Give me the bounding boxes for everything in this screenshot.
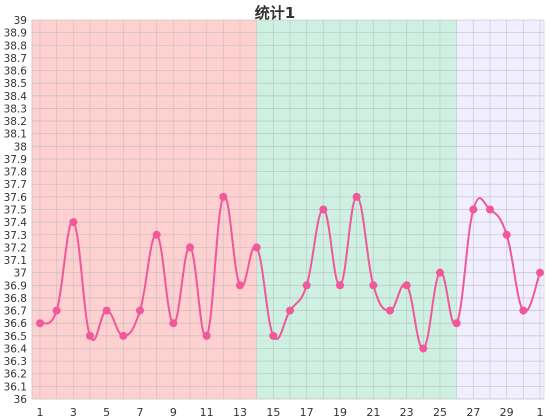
y-tick-label: 37.2 (4, 242, 27, 254)
x-tick-label: 5 (103, 406, 110, 419)
x-tick-label: 23 (400, 406, 414, 419)
chart-title: 统计1 (255, 4, 295, 22)
data-point (352, 192, 361, 201)
data-point (219, 192, 228, 201)
y-tick-label: 37.1 (4, 255, 27, 267)
y-tick-label: 36.7 (4, 306, 27, 318)
y-tick-label: 38.1 (4, 129, 27, 141)
x-tick-label: 27 (466, 406, 480, 419)
x-tick-label: 15 (266, 406, 280, 419)
y-tick-label: 36.9 (4, 280, 27, 292)
data-point (436, 268, 444, 277)
data-point (336, 281, 344, 290)
x-tick-label: 3 (70, 406, 77, 419)
y-tick-label: 38.2 (4, 116, 27, 128)
y-tick-label: 36.8 (4, 293, 27, 305)
data-point (402, 281, 411, 290)
x-tick-label: 29 (500, 406, 514, 419)
data-point (69, 218, 78, 227)
data-point (36, 319, 44, 328)
data-point (202, 331, 211, 340)
y-tick-label: 37.7 (4, 179, 27, 191)
data-point (286, 306, 294, 315)
y-tick-label: 36.5 (4, 331, 27, 343)
data-point (536, 268, 544, 277)
y-tick-label: 37.5 (4, 205, 27, 217)
data-point (469, 205, 478, 214)
y-tick-label: 36.3 (4, 356, 27, 368)
y-tick-label: 38.3 (4, 103, 27, 115)
y-tick-label: 38.9 (4, 28, 27, 40)
data-point (386, 306, 394, 315)
data-point (502, 230, 511, 239)
x-tick-label: 1 (537, 406, 544, 419)
data-point (102, 306, 111, 315)
data-point (302, 281, 311, 290)
y-axis: 3636.136.236.336.436.536.636.736.836.937… (4, 15, 28, 406)
y-tick-label: 38.4 (4, 91, 28, 103)
data-point (519, 306, 528, 315)
data-point (152, 230, 161, 239)
y-tick-label: 36.4 (4, 343, 28, 355)
data-point (369, 281, 378, 290)
data-point (169, 319, 178, 328)
x-tick-label: 13 (233, 406, 247, 419)
y-tick-label: 38.6 (4, 66, 28, 78)
data-point (269, 331, 278, 340)
x-tick-label: 1 (37, 406, 44, 419)
x-tick-label: 21 (366, 406, 380, 419)
y-tick-label: 38 (14, 141, 27, 153)
data-point (236, 281, 244, 290)
data-point (186, 243, 194, 252)
x-tick-label: 7 (137, 406, 144, 419)
y-tick-label: 37.8 (4, 167, 27, 179)
y-tick-label: 37.4 (4, 217, 28, 229)
x-tick-label: 19 (333, 406, 347, 419)
x-tick-label: 11 (200, 406, 214, 419)
y-tick-label: 37.9 (4, 154, 27, 166)
y-tick-label: 36 (14, 394, 28, 406)
y-tick-label: 38.5 (4, 78, 27, 90)
y-tick-label: 37 (14, 268, 27, 280)
data-point (136, 306, 144, 315)
x-tick-label: 25 (433, 406, 447, 419)
y-tick-label: 36.2 (4, 369, 27, 381)
y-tick-label: 37.3 (4, 230, 27, 242)
data-point (486, 205, 494, 214)
series-layer (36, 192, 544, 353)
x-tick-label: 17 (300, 406, 314, 419)
data-point (52, 306, 61, 315)
y-tick-label: 39 (14, 15, 27, 27)
y-tick-label: 36.6 (4, 318, 28, 330)
y-tick-label: 36.1 (4, 381, 27, 393)
y-tick-label: 37.6 (4, 192, 28, 204)
data-point (319, 205, 328, 214)
data-point (119, 331, 128, 340)
x-axis: 1 3 5 7 9 11 13 15 17 19 21 23 25 27 29 1 (37, 406, 544, 419)
data-point (452, 319, 461, 328)
data-point (252, 243, 261, 252)
grid-lines (31, 19, 545, 400)
y-tick-label: 38.7 (4, 53, 27, 65)
data-point (419, 344, 428, 353)
x-tick-label: 9 (170, 406, 177, 419)
data-point (86, 331, 94, 340)
y-tick-label: 38.8 (4, 40, 27, 52)
